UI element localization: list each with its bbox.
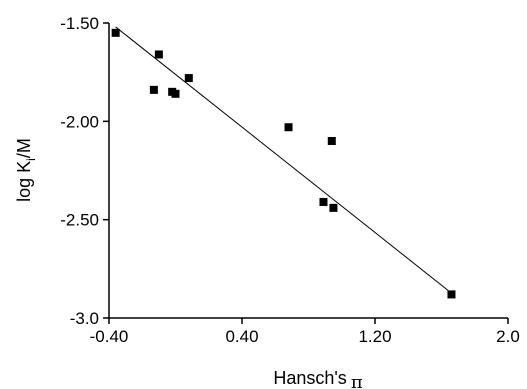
x-axis-label-symbol: π — [351, 372, 363, 389]
data-point — [329, 203, 338, 212]
data-points — [111, 28, 456, 299]
y-tick-label: -2.50 — [60, 211, 99, 230]
data-point — [111, 28, 120, 37]
axes — [108, 23, 508, 319]
fit-line-group — [115, 26, 449, 291]
x-axis-label-text: Hansch's — [273, 368, 346, 388]
regression-line — [115, 26, 449, 291]
x-tick-label: 1.20 — [358, 327, 391, 346]
x-axis-label: Hansch's π — [273, 368, 362, 389]
x-ticks: -0.40 0.40 1.20 2.0 — [90, 318, 520, 346]
data-point — [327, 137, 336, 145]
y-ticks: -1.50 -2.00 -2.50 -3.0 — [60, 14, 109, 328]
y-tick-label: -3.0 — [70, 309, 99, 328]
data-point — [319, 197, 328, 206]
y-axis-label-tail: /M — [14, 138, 34, 158]
data-point — [168, 87, 177, 96]
data-point — [154, 50, 163, 59]
x-tick-label: -0.40 — [90, 327, 129, 346]
x-tick-label: 2.0 — [496, 327, 520, 346]
y-axis-label-main: log K — [14, 161, 34, 202]
data-point — [447, 290, 456, 299]
data-point — [184, 74, 193, 83]
x-tick-label: 0.40 — [225, 327, 258, 346]
y-axis-label-sub: i — [24, 158, 38, 161]
data-point — [284, 123, 293, 132]
y-axis-label: log Ki/M — [14, 138, 38, 202]
y-tick-label: -2.00 — [60, 112, 99, 131]
data-point — [149, 85, 158, 94]
y-tick-label: -1.50 — [60, 14, 99, 33]
